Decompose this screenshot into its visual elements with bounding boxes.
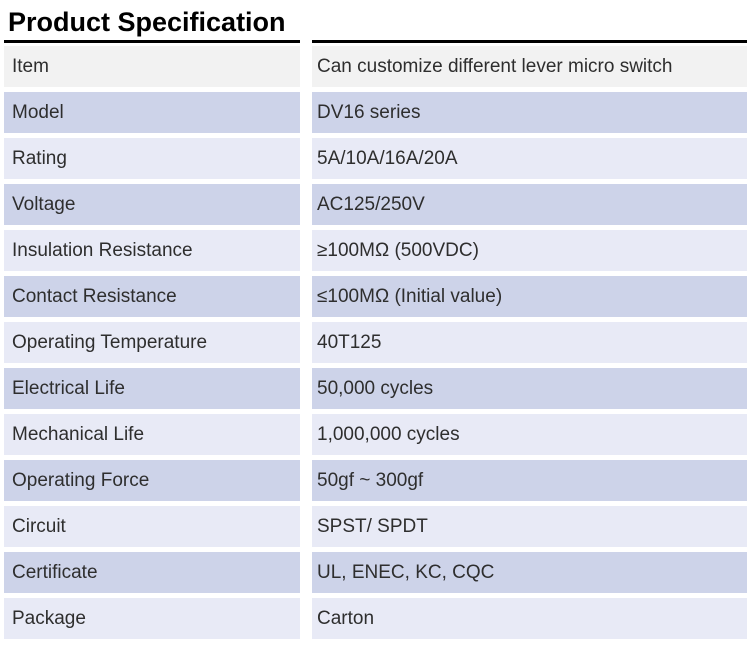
table-row: Model DV16 series — [4, 92, 747, 133]
spec-table-body: Item Can customize different lever micro… — [4, 46, 747, 639]
table-row: Insulation Resistance ≥100MΩ (500VDC) — [4, 230, 747, 271]
spec-value-cell: ≤100MΩ (Initial value) — [312, 276, 747, 317]
spec-label-cell: Item — [4, 46, 300, 87]
spec-value-cell: AC125/250V — [312, 184, 747, 225]
table-row: Mechanical Life 1,000,000 cycles — [4, 414, 747, 455]
table-row: Rating 5A/10A/16A/20A — [4, 138, 747, 179]
spec-value-cell: 50gf ~ 300gf — [312, 460, 747, 501]
spec-label-cell: Rating — [4, 138, 300, 179]
page-title: Product Specification — [8, 7, 286, 37]
table-row: Package Carton — [4, 598, 747, 639]
spec-label-cell: Mechanical Life — [4, 414, 300, 455]
spec-value-cell: 5A/10A/16A/20A — [312, 138, 747, 179]
table-row: Voltage AC125/250V — [4, 184, 747, 225]
spec-value-cell: Carton — [312, 598, 747, 639]
spec-label-cell: Circuit — [4, 506, 300, 547]
spec-label-cell: Certificate — [4, 552, 300, 593]
spec-label-cell: Insulation Resistance — [4, 230, 300, 271]
spec-label-cell: Electrical Life — [4, 368, 300, 409]
spec-value-cell: ≥100MΩ (500VDC) — [312, 230, 747, 271]
spec-label-cell: Operating Force — [4, 460, 300, 501]
spec-label-cell: Voltage — [4, 184, 300, 225]
spec-table: Item Can customize different lever micro… — [4, 40, 747, 639]
table-row: Circuit SPST/ SPDT — [4, 506, 747, 547]
spec-label-cell: Contact Resistance — [4, 276, 300, 317]
table-row: Contact Resistance ≤100MΩ (Initial value… — [4, 276, 747, 317]
table-row: Operating Temperature 40T125 — [4, 322, 747, 363]
table-row: Certificate UL, ENEC, KC, CQC — [4, 552, 747, 593]
table-row: Item Can customize different lever micro… — [4, 46, 747, 87]
spec-value-cell: SPST/ SPDT — [312, 506, 747, 547]
spec-value-cell: 1,000,000 cycles — [312, 414, 747, 455]
spec-value-cell: 50,000 cycles — [312, 368, 747, 409]
spec-value-cell: 40T125 — [312, 322, 747, 363]
spec-value-cell: Can customize different lever micro swit… — [312, 46, 747, 87]
spec-label-cell: Operating Temperature — [4, 322, 300, 363]
spec-value-cell: DV16 series — [312, 92, 747, 133]
table-row: Electrical Life 50,000 cycles — [4, 368, 747, 409]
table-row: Operating Force 50gf ~ 300gf — [4, 460, 747, 501]
spec-label-cell: Package — [4, 598, 300, 639]
spec-value-cell: UL, ENEC, KC, CQC — [312, 552, 747, 593]
spec-label-cell: Model — [4, 92, 300, 133]
top-border-bar-right — [312, 40, 747, 43]
top-border-bar-left — [4, 40, 300, 43]
table-top-border — [4, 40, 747, 43]
